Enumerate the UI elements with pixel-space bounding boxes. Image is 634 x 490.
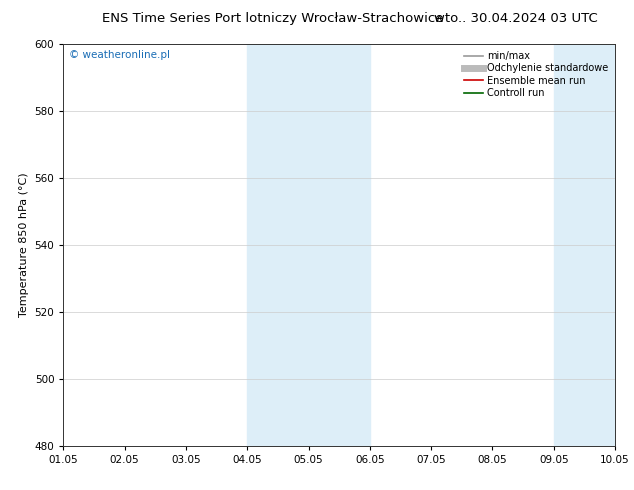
Legend: min/max, Odchylenie standardowe, Ensemble mean run, Controll run: min/max, Odchylenie standardowe, Ensembl… <box>460 47 612 102</box>
Bar <box>247 44 370 446</box>
Bar <box>553 44 615 446</box>
Text: © weatheronline.pl: © weatheronline.pl <box>69 50 170 60</box>
Y-axis label: Temperature 850 hPa (°C): Temperature 850 hPa (°C) <box>19 172 29 318</box>
Text: wto.. 30.04.2024 03 UTC: wto.. 30.04.2024 03 UTC <box>434 12 598 25</box>
Text: ENS Time Series Port lotniczy Wrocław-Strachowice: ENS Time Series Port lotniczy Wrocław-St… <box>102 12 444 25</box>
